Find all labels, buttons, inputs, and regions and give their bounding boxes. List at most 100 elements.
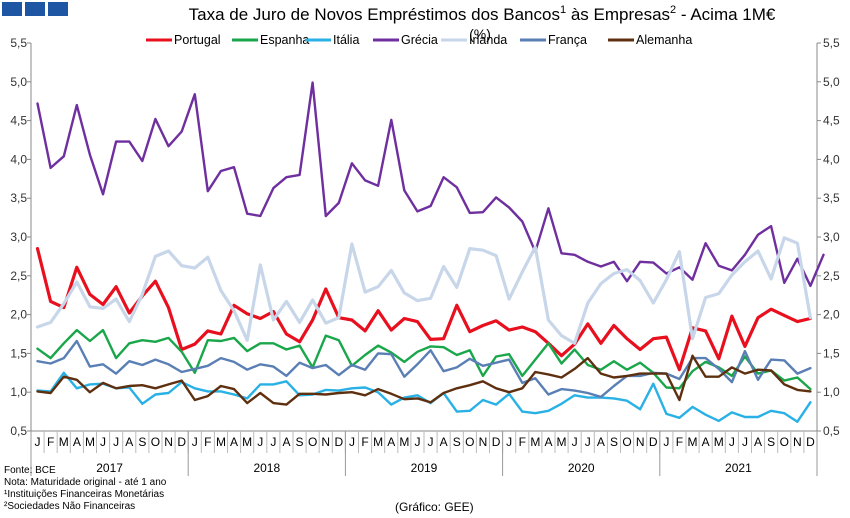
- data-point-irlanda: [770, 278, 772, 280]
- data-point-portugal: [744, 345, 746, 348]
- data-point-alemanha: [89, 391, 91, 393]
- data-point-italia: [521, 411, 523, 413]
- data-point-espanha: [429, 345, 432, 348]
- data-point-portugal: [731, 315, 733, 317]
- data-point-espanha: [796, 376, 798, 379]
- data-point-espanha: [102, 329, 104, 331]
- data-point-portugal: [587, 323, 589, 325]
- data-point-alemanha: [364, 394, 366, 396]
- data-point-irlanda: [678, 251, 681, 253]
- footnote-1: ¹Instituições Financeiras Monetárias: [4, 489, 165, 500]
- data-point-franca: [325, 364, 327, 366]
- data-point-irlanda: [574, 342, 576, 344]
- data-point-irlanda: [141, 293, 143, 296]
- legend-label-grecia: Grécia: [401, 33, 438, 47]
- data-point-espanha: [508, 353, 510, 355]
- month-label: A: [440, 435, 448, 449]
- data-point-alemanha: [482, 380, 484, 382]
- data-point-irlanda: [416, 300, 419, 302]
- series-line-espanha: [36, 328, 812, 391]
- data-point-alemanha: [731, 366, 733, 368]
- data-point-alemanha: [272, 402, 274, 404]
- data-point-italia: [560, 403, 563, 405]
- series-line-italia: [36, 371, 812, 423]
- data-point-italia: [639, 408, 641, 410]
- data-point-espanha: [128, 342, 130, 344]
- data-point-alemanha: [809, 390, 812, 393]
- month-label: J: [428, 435, 434, 449]
- month-label: S: [138, 435, 146, 449]
- data-point-espanha: [403, 361, 405, 363]
- data-point-espanha: [613, 360, 615, 362]
- data-point-franca: [429, 349, 432, 351]
- data-point-alemanha: [678, 399, 681, 401]
- data-point-franca: [613, 385, 615, 387]
- month-label: N: [479, 435, 488, 449]
- logo-square: [48, 2, 68, 16]
- data-point-alemanha: [50, 392, 52, 394]
- data-point-portugal: [167, 307, 170, 309]
- data-point-espanha: [76, 329, 78, 331]
- data-point-franca: [390, 353, 392, 355]
- data-point-portugal: [364, 330, 366, 332]
- data-point-espanha: [495, 355, 497, 358]
- data-point-italia: [783, 412, 785, 414]
- month-label: M: [59, 435, 69, 449]
- y-tick-label-left: 4,0: [10, 152, 27, 166]
- data-point-irlanda: [639, 279, 641, 282]
- data-point-italia: [390, 404, 392, 406]
- data-point-irlanda: [390, 269, 392, 271]
- data-point-franca: [141, 364, 143, 366]
- data-point-alemanha: [207, 395, 209, 397]
- y-tick-label-right: 2,5: [823, 269, 840, 283]
- data-point-portugal: [796, 320, 798, 323]
- data-point-franca: [351, 364, 353, 366]
- chart-title: Taxa de Juro de Novos Empréstimos dos Ba…: [189, 4, 776, 24]
- data-point-alemanha: [443, 392, 445, 394]
- month-label: J: [100, 435, 106, 449]
- y-tick-label-left: 3,5: [10, 191, 27, 205]
- data-point-italia: [285, 380, 288, 382]
- data-point-alemanha: [691, 355, 694, 357]
- data-point-grecia: [141, 160, 143, 162]
- data-point-franca: [285, 375, 288, 377]
- data-point-portugal: [50, 300, 52, 303]
- y-tick-label-right: 4,0: [823, 152, 840, 166]
- data-point-grecia: [390, 119, 392, 121]
- data-point-portugal: [416, 320, 419, 323]
- data-point-irlanda: [76, 281, 78, 283]
- data-point-irlanda: [587, 302, 589, 304]
- data-point-portugal: [233, 304, 235, 306]
- data-point-italia: [89, 383, 91, 386]
- data-point-espanha: [89, 340, 91, 342]
- month-label: A: [230, 435, 238, 449]
- data-point-irlanda: [285, 300, 288, 303]
- data-point-grecia: [547, 207, 550, 209]
- data-point-franca: [639, 375, 641, 377]
- data-point-grecia: [364, 179, 366, 181]
- month-label: J: [113, 435, 119, 449]
- data-point-alemanha: [128, 385, 130, 387]
- month-label: A: [544, 435, 552, 449]
- data-point-portugal: [154, 280, 157, 282]
- data-point-franca: [574, 390, 576, 392]
- data-point-irlanda: [456, 286, 458, 289]
- data-point-portugal: [325, 288, 327, 290]
- data-point-espanha: [154, 341, 157, 343]
- data-point-portugal: [718, 358, 720, 360]
- data-point-espanha: [377, 345, 379, 347]
- data-point-espanha: [390, 352, 392, 354]
- y-tick-label-left: 0,5: [10, 424, 27, 438]
- month-label: M: [688, 435, 698, 449]
- data-point-franca: [36, 360, 39, 362]
- data-point-irlanda: [246, 339, 248, 341]
- data-point-grecia: [115, 140, 117, 143]
- y-tick-label-left: 5,0: [10, 75, 27, 89]
- data-point-alemanha: [783, 383, 785, 386]
- year-label: 2021: [725, 461, 752, 475]
- data-point-portugal: [705, 330, 707, 332]
- data-point-grecia: [587, 261, 589, 263]
- data-point-portugal: [285, 333, 288, 335]
- data-point-grecia: [482, 211, 484, 213]
- data-point-alemanha: [757, 369, 759, 371]
